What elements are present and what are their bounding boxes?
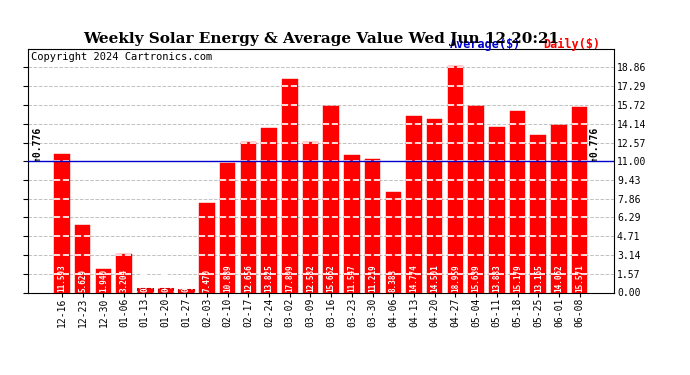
Bar [344,155,359,292]
Text: 0.000: 0.000 [161,269,170,292]
Bar [406,116,422,292]
Text: 11.547: 11.547 [347,264,357,292]
Title: Weekly Solar Energy & Average Value Wed Jun 12 20:21: Weekly Solar Energy & Average Value Wed … [83,32,559,46]
Bar [448,66,463,292]
Bar [96,269,111,292]
Bar [117,254,132,292]
Text: 15.571: 15.571 [575,264,584,292]
Text: ↑0.776: ↑0.776 [589,126,599,161]
Bar [427,120,442,292]
Bar [510,111,525,292]
Text: 0.000: 0.000 [140,269,149,292]
Bar [469,106,484,292]
Text: 11.219: 11.219 [368,264,377,292]
Text: ↑0.776: ↑0.776 [32,126,42,161]
Text: 14.774: 14.774 [410,264,419,292]
Bar [303,142,318,292]
Text: 17.899: 17.899 [285,264,295,292]
Bar [137,288,152,292]
Text: 15.639: 15.639 [472,264,481,292]
Text: 15.179: 15.179 [513,264,522,292]
Text: 15.662: 15.662 [326,264,336,292]
Bar [179,289,194,292]
Bar [220,163,235,292]
Text: 7.470: 7.470 [202,269,211,292]
Text: 0.013: 0.013 [181,269,190,292]
Text: 10.889: 10.889 [223,264,232,292]
Text: 12.582: 12.582 [306,264,315,292]
Bar [262,128,277,292]
Bar [551,125,566,292]
Bar [199,203,215,292]
Bar [365,159,380,292]
Bar [241,141,256,292]
Text: 12.656: 12.656 [244,264,253,292]
Bar [55,154,70,292]
Text: 3.204: 3.204 [119,269,128,292]
Text: 18.959: 18.959 [451,264,460,292]
Bar [324,106,339,292]
Text: 1.940: 1.940 [99,269,108,292]
Text: 5.629: 5.629 [78,269,87,292]
Text: 8.383: 8.383 [389,269,398,292]
Text: 14.062: 14.062 [555,264,564,292]
Bar [531,135,546,292]
Bar [158,288,173,292]
Text: Daily($): Daily($) [544,38,601,51]
Text: 13.883: 13.883 [493,264,502,292]
Text: Copyright 2024 Cartronics.com: Copyright 2024 Cartronics.com [30,53,212,62]
Bar [386,192,401,292]
Bar [489,127,504,292]
Bar [75,225,90,292]
Text: 13.825: 13.825 [264,264,273,292]
Text: 13.165: 13.165 [534,264,543,292]
Bar [572,107,587,292]
Bar [282,79,297,292]
Text: 14.501: 14.501 [431,264,440,292]
Text: Average($): Average($) [450,38,521,51]
Text: 11.593: 11.593 [57,264,66,292]
